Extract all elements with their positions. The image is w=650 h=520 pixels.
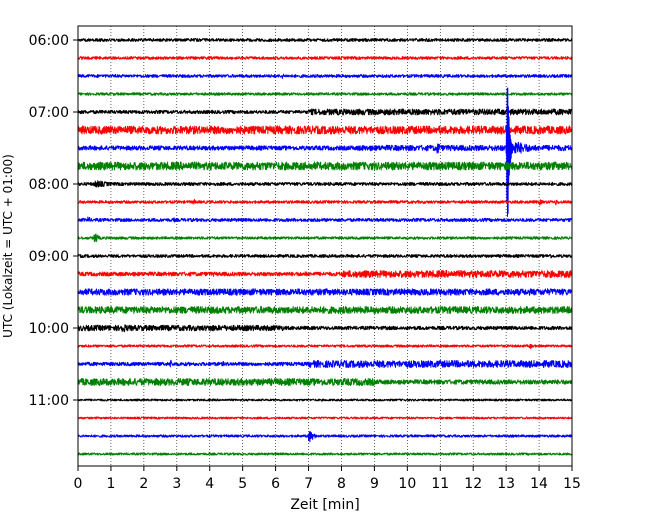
x-tick-label-15: 15 [563,476,581,492]
x-tick-label-14: 14 [530,476,548,492]
trace-rows [77,38,573,456]
trace-row-9 [77,198,573,206]
y-axis-label: UTC (Lokalzeit = UTC + 01:00) [1,154,15,338]
trace-row-20 [77,398,573,402]
y-tick-label-5: 11:00 [29,393,69,409]
trace-row-6 [77,87,573,217]
x-tick-label-11: 11 [431,476,449,492]
x-tick-label-6: 6 [271,476,280,492]
y-tick-label-1: 07:00 [29,105,69,121]
y-axis: 06:00 07:00 08:00 09:00 10:00 11:00 [29,33,78,409]
trace-row-16 [77,324,573,333]
x-axis-label: Zeit [min] [290,497,359,513]
trace-row-17 [77,343,573,350]
x-tick-label-5: 5 [238,476,247,492]
plot-frame [77,25,573,467]
trace-row-5 [77,125,573,135]
trace-row-23 [77,452,573,456]
trace-row-7 [77,161,573,171]
x-tick-label-4: 4 [205,476,214,492]
x-tick-label-2: 2 [139,476,148,492]
trace-row-11 [77,233,573,243]
trace-row-19 [77,378,573,386]
x-tick-label-0: 0 [74,476,83,492]
trace-row-22 [77,431,573,443]
trace-row-8 [77,180,573,188]
x-tick-label-1: 1 [106,476,115,492]
y-tick-label-3: 09:00 [29,249,69,265]
x-tick-label-13: 13 [497,476,515,492]
x-tick-label-8: 8 [337,476,346,492]
x-tick-label-7: 7 [304,476,313,492]
trace-row-13 [77,270,573,278]
trace-row-0 [77,38,573,42]
y-tick-label-4: 10:00 [29,321,69,337]
trace-row-15 [77,306,573,314]
y-tick-label-2: 08:00 [29,177,69,193]
x-tick-label-12: 12 [464,476,482,492]
x-axis: 0 1 2 3 4 5 6 7 8 9 10 11 12 13 14 15 [74,466,581,492]
x-tick-label-9: 9 [370,476,379,492]
trace-row-2 [77,73,573,79]
trace-row-1 [77,56,573,60]
y-tick-label-0: 06:00 [29,33,69,49]
trace-row-14 [77,288,573,296]
trace-row-4 [77,108,573,116]
x-tick-label-3: 3 [172,476,181,492]
x-tick-label-10: 10 [398,476,416,492]
trace-row-18 [77,359,573,368]
trace-row-10 [77,216,573,223]
trace-row-21 [77,416,573,420]
trace-row-3 [77,92,573,96]
trace-row-12 [77,253,573,259]
